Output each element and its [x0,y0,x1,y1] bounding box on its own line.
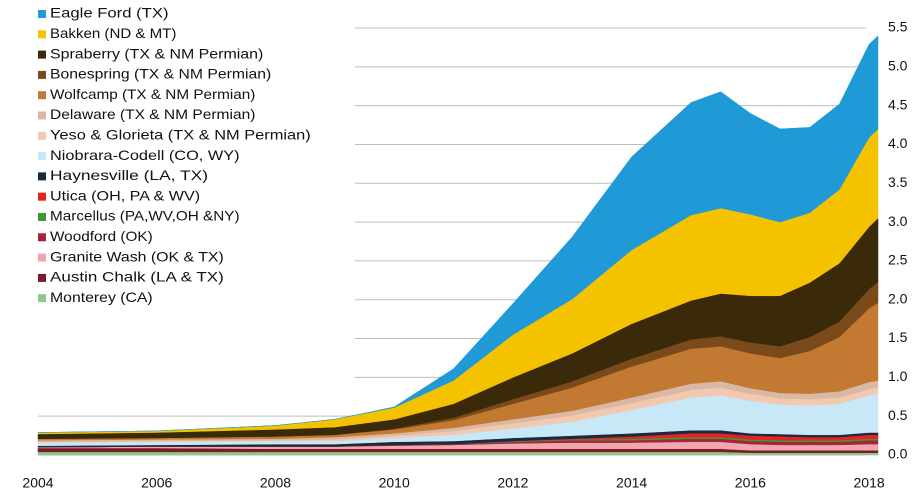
area [37,35,879,433]
x-tick-label: 2006 [141,475,172,491]
y-tick-label: 0.0 [888,446,908,462]
y-tick-label: 3.0 [888,213,908,229]
legend-label: Niobrara-Codell (CO, WY) [50,147,240,163]
axes: 0.0 0.5 1.0 1.5 2.0 2.5 3.0 3.5 4.0 4.5 5.0 5.5 2004… [22,19,907,491]
y-tick-label: 3.5 [888,174,908,190]
x-tick-label: 2014 [616,475,647,491]
y-tick-label: 2.5 [888,252,908,268]
x-tick-label: 2016 [735,475,766,491]
legend-label: Marcellus (PA,WV,OH &NY) [50,208,240,224]
legend-swatch [38,91,46,100]
legend-label: Yeso & Glorieta (TX & NM Permian) [50,127,311,143]
y-tick-label: 4.0 [888,135,908,151]
legend-label: Eagle Ford (TX) [50,5,169,21]
legend-swatch [38,131,46,140]
legend-label: Woodford (OK) [50,228,153,244]
legend-swatch [38,111,46,120]
legend-label: Granite Wash (OK & TX) [50,248,224,264]
legend: Eagle Ford (TX) Bakken (ND & MT) Spraberry… [30,2,355,402]
legend-background [30,2,355,402]
legend-label: Haynesville (LA, TX) [50,167,208,183]
x-tick-label: 2010 [379,475,410,491]
legend-label: Monterey (CA) [50,289,153,305]
legend-label: Wolfcamp (TX & NM Permian) [50,86,255,102]
legend-swatch [38,152,46,161]
areas [37,35,879,456]
legend-swatch [38,273,46,282]
legend-swatch [38,213,46,221]
legend-swatch [38,172,46,181]
x-tick-label: 2018 [854,475,885,491]
legend-label: Utica (OH, PA & WV) [50,187,200,203]
x-tick-label: 2004 [22,475,53,491]
legend-swatch [38,70,46,79]
x-tick-label: 2008 [260,475,291,491]
y-tick-label: 2.0 [888,290,908,306]
y-tick-label: 1.5 [888,329,908,345]
legend-swatch [38,294,46,303]
legend-swatch [38,253,46,262]
y-tick-label: 4.5 [888,96,908,112]
legend-swatch [38,10,46,18]
legend-swatch [38,233,46,242]
legend-label: Delaware (TX & NM Permian) [50,106,255,122]
legend-label: Bakken (ND & MT) [50,25,176,41]
y-tick-label: 5.0 [888,58,908,74]
legend-label: Spraberry (TX & NM Permian) [50,45,263,61]
y-tick-label: 1.0 [888,368,908,384]
y-tick-label: 0.5 [888,407,908,423]
legend-swatch [38,192,46,201]
x-tick-label: 2012 [497,475,528,491]
y-tick-label: 5.5 [888,19,908,35]
legend-label: Bonespring (TX & NM Permian) [50,66,271,82]
legend-label: Austin Chalk (LA & TX) [50,269,224,285]
legend-swatch [38,50,46,59]
legend-swatch [38,30,46,39]
